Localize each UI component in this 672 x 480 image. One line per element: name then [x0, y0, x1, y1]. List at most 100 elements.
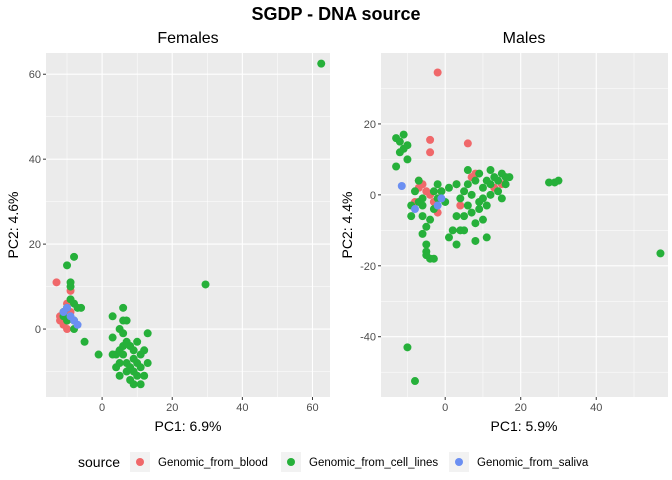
panel-title-females: Females — [157, 30, 218, 47]
legend-title: source — [78, 454, 120, 470]
data-point — [403, 155, 412, 164]
legend-key — [287, 458, 295, 466]
data-point — [140, 346, 149, 355]
x-ticks-males: 0 20 40 — [442, 397, 602, 414]
x-tick-label: 20 — [515, 402, 527, 414]
data-point — [422, 251, 431, 260]
data-point — [108, 333, 117, 342]
legend-entries: Genomic_from_blood Genomic_from_cell_line… — [130, 452, 589, 472]
data-point — [136, 380, 145, 389]
data-point — [501, 180, 510, 189]
data-point — [403, 343, 412, 352]
x-axis-title-females: PC1: 6.9% — [155, 418, 222, 434]
panel-females: Females 0 20 40 60 0 20 40 60 PC1: 6.9% PC2: 4… — [5, 30, 330, 434]
data-point — [422, 240, 431, 249]
legend-label: Genomic_from_saliva — [477, 457, 589, 469]
points-females — [52, 59, 326, 389]
data-point — [418, 194, 427, 203]
data-point — [444, 183, 453, 192]
data-point — [115, 371, 124, 380]
data-point — [119, 350, 128, 359]
data-point — [545, 178, 554, 187]
x-tick-label: 0 — [442, 402, 448, 414]
data-point — [463, 139, 472, 148]
data-point — [136, 363, 145, 372]
data-point — [475, 197, 484, 206]
data-point — [129, 346, 138, 355]
data-point — [486, 166, 495, 175]
legend: source Genomic_from_blood Genomic_from_ce… — [78, 452, 589, 472]
data-point — [66, 312, 75, 321]
data-point — [460, 226, 469, 235]
data-point — [63, 325, 72, 334]
data-point — [143, 329, 152, 338]
data-point — [426, 215, 435, 224]
figure-title: SGDP - DNA source — [251, 4, 420, 24]
data-point — [478, 215, 487, 224]
data-point — [52, 278, 61, 287]
y-axis-title-males: PC2: 4.4% — [339, 192, 355, 259]
data-point — [433, 68, 442, 77]
data-point — [108, 312, 117, 321]
data-point — [486, 190, 495, 199]
x-tick-label: 40 — [590, 402, 602, 414]
data-point — [482, 233, 491, 242]
data-point — [494, 187, 503, 196]
data-point — [426, 148, 435, 157]
data-point — [554, 176, 563, 185]
data-point — [444, 233, 453, 242]
y-tick-label: 40 — [29, 154, 41, 166]
data-point — [119, 303, 128, 312]
data-point — [478, 183, 487, 192]
data-point — [418, 229, 427, 238]
data-point — [70, 252, 79, 261]
data-point — [201, 280, 210, 289]
data-point — [460, 187, 469, 196]
data-point — [482, 201, 491, 210]
data-point — [497, 169, 506, 178]
y-tick-label: 60 — [29, 69, 41, 81]
data-point — [66, 282, 75, 291]
x-tick-label: 0 — [99, 402, 105, 414]
data-point — [463, 180, 472, 189]
data-point — [463, 201, 472, 210]
data-point — [437, 194, 446, 203]
data-point — [429, 254, 438, 263]
y-tick-label: 20 — [29, 239, 41, 251]
y-tick-label: 20 — [364, 119, 376, 131]
data-point — [73, 320, 82, 329]
data-point — [410, 377, 419, 386]
data-point — [317, 59, 326, 68]
data-point — [497, 194, 506, 203]
legend-key — [136, 458, 144, 466]
data-point — [399, 130, 408, 139]
data-point — [456, 194, 465, 203]
panel-males: Males 0 20 40 -40 -20 0 20 PC1: 5.9% PC2: 4.4… — [339, 30, 668, 434]
data-point — [467, 190, 476, 199]
data-point — [452, 212, 461, 221]
legend-label: Genomic_from_cell_lines — [309, 457, 438, 469]
data-point — [463, 166, 472, 175]
data-point — [115, 359, 124, 368]
data-point — [433, 201, 442, 210]
data-point — [471, 236, 480, 245]
x-axis-title-males: PC1: 5.9% — [491, 418, 558, 434]
data-point — [471, 219, 480, 228]
data-point — [486, 180, 495, 189]
data-point — [397, 181, 406, 190]
data-point — [471, 176, 480, 185]
data-point — [460, 212, 469, 221]
data-point — [140, 371, 149, 380]
data-point — [433, 180, 442, 189]
data-point — [475, 205, 484, 214]
data-point — [77, 303, 86, 312]
data-point — [392, 162, 401, 171]
x-tick-label: 20 — [166, 402, 178, 414]
legend-label: Genomic_from_blood — [158, 457, 268, 469]
grid-females — [46, 53, 330, 397]
plot-area-females — [46, 53, 330, 397]
data-point — [452, 240, 461, 249]
data-point — [448, 226, 457, 235]
data-point — [452, 180, 461, 189]
